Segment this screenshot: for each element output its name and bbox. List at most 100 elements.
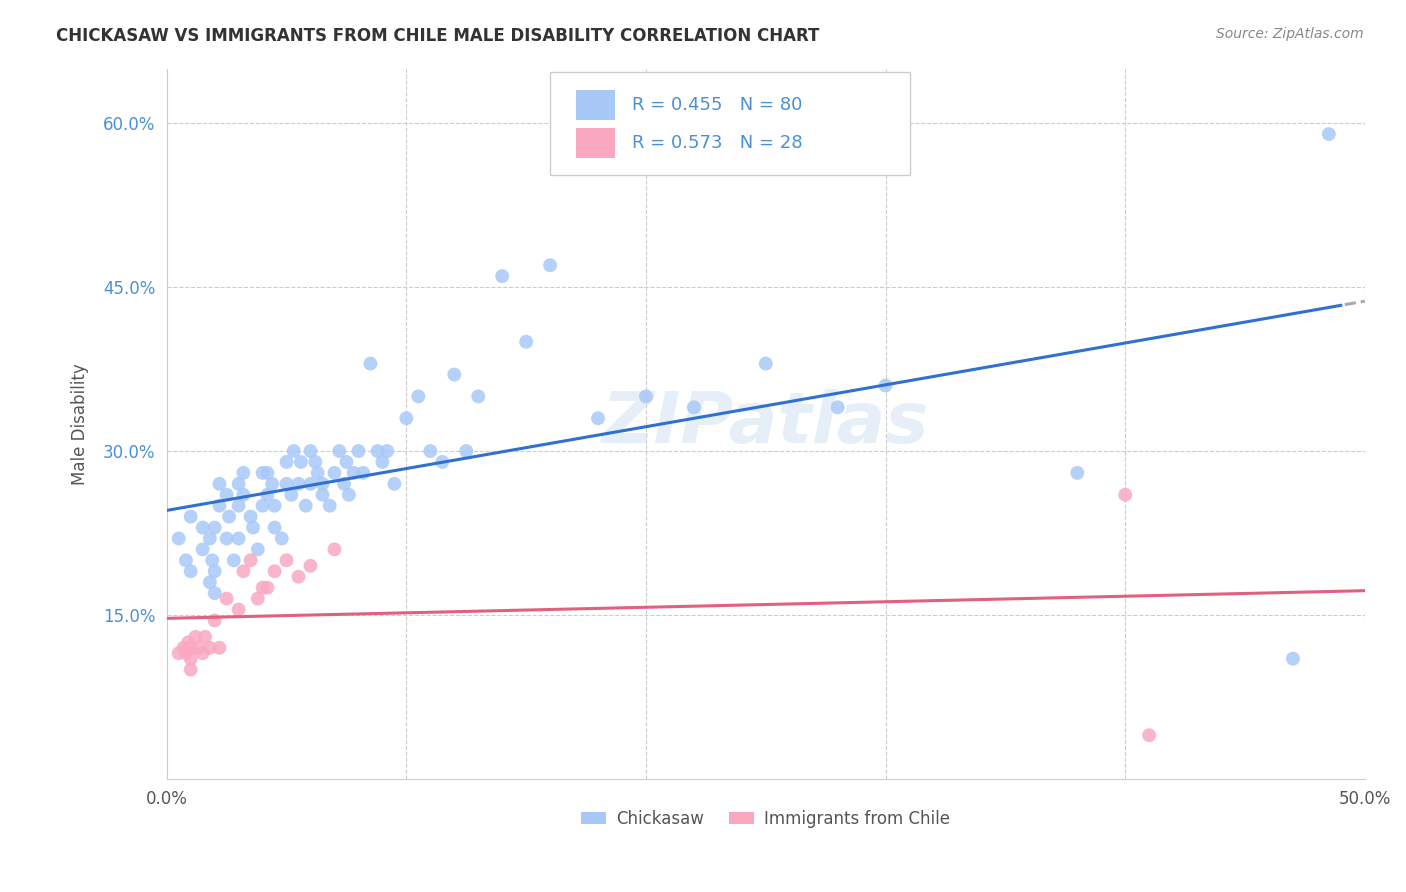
Point [180, 564, 202, 578]
FancyBboxPatch shape [576, 90, 614, 120]
Point [239, 553, 262, 567]
Point [187, 640, 209, 655]
Point [443, 368, 465, 382]
Point [228, 499, 250, 513]
Point [263, 499, 285, 513]
Point [242, 520, 264, 534]
Point [174, 553, 197, 567]
Point [287, 570, 309, 584]
Point [318, 499, 340, 513]
Point [215, 532, 238, 546]
Legend: Chickasaw, Immigrants from Chile: Chickasaw, Immigrants from Chile [575, 803, 957, 835]
Point [875, 378, 897, 392]
Point [328, 444, 350, 458]
Point [208, 499, 231, 513]
Point [184, 630, 207, 644]
Point [515, 334, 537, 349]
Point [191, 542, 214, 557]
Point [304, 455, 326, 469]
Point [1137, 728, 1160, 742]
Point [367, 444, 389, 458]
Point [256, 466, 278, 480]
Point [180, 640, 202, 655]
Point [198, 575, 221, 590]
Point [335, 455, 357, 469]
Point [208, 640, 231, 655]
Point [395, 411, 418, 425]
Point [343, 466, 366, 480]
Point [290, 455, 312, 469]
Point [198, 532, 221, 546]
Point [1114, 488, 1136, 502]
Point [456, 444, 478, 458]
Point [228, 532, 250, 546]
Point [246, 542, 269, 557]
Point [256, 581, 278, 595]
Point [191, 520, 214, 534]
Point [270, 532, 292, 546]
Point [287, 476, 309, 491]
Point [191, 646, 214, 660]
Point [323, 466, 346, 480]
Text: ZIPatlas: ZIPatlas [602, 389, 929, 458]
Point [382, 476, 405, 491]
Point [333, 476, 356, 491]
Point [375, 444, 398, 458]
Point [276, 553, 298, 567]
Text: Source: ZipAtlas.com: Source: ZipAtlas.com [1216, 27, 1364, 41]
FancyBboxPatch shape [576, 128, 614, 158]
Point [311, 476, 333, 491]
Point [232, 488, 254, 502]
Point [208, 476, 231, 491]
Point [180, 509, 202, 524]
Point [215, 488, 238, 502]
Text: R = 0.573   N = 28: R = 0.573 N = 28 [631, 134, 803, 153]
Point [201, 553, 224, 567]
Point [256, 488, 278, 502]
FancyBboxPatch shape [550, 72, 910, 175]
Text: CHICKASAW VS IMMIGRANTS FROM CHILE MALE DISABILITY CORRELATION CHART: CHICKASAW VS IMMIGRANTS FROM CHILE MALE … [56, 27, 820, 45]
Point [432, 455, 454, 469]
Point [337, 488, 360, 502]
Point [491, 269, 513, 284]
Point [252, 499, 274, 513]
Point [311, 488, 333, 502]
Point [173, 640, 195, 655]
Point [180, 651, 202, 665]
Point [827, 401, 849, 415]
Point [299, 444, 322, 458]
Point [467, 389, 489, 403]
Point [683, 401, 706, 415]
Point [252, 581, 274, 595]
Point [252, 466, 274, 480]
Point [204, 520, 226, 534]
Point [228, 476, 250, 491]
Point [419, 444, 441, 458]
Point [755, 357, 778, 371]
Point [194, 630, 217, 644]
Point [276, 455, 298, 469]
Point [359, 357, 381, 371]
Point [1317, 127, 1340, 141]
Point [246, 591, 269, 606]
Point [352, 466, 374, 480]
Text: R = 0.455   N = 80: R = 0.455 N = 80 [631, 95, 801, 114]
Point [177, 635, 200, 649]
Point [204, 586, 226, 600]
Point [299, 558, 322, 573]
Y-axis label: Male Disability: Male Disability [72, 363, 89, 484]
Point [280, 488, 302, 502]
Point [586, 411, 609, 425]
Point [371, 455, 394, 469]
Point [263, 520, 285, 534]
Point [180, 663, 202, 677]
Point [1066, 466, 1088, 480]
Point [1282, 651, 1305, 665]
Point [299, 476, 322, 491]
Point [204, 564, 226, 578]
Point [232, 564, 254, 578]
Point [232, 466, 254, 480]
Point [218, 509, 240, 524]
Point [198, 640, 221, 655]
Point [276, 476, 298, 491]
